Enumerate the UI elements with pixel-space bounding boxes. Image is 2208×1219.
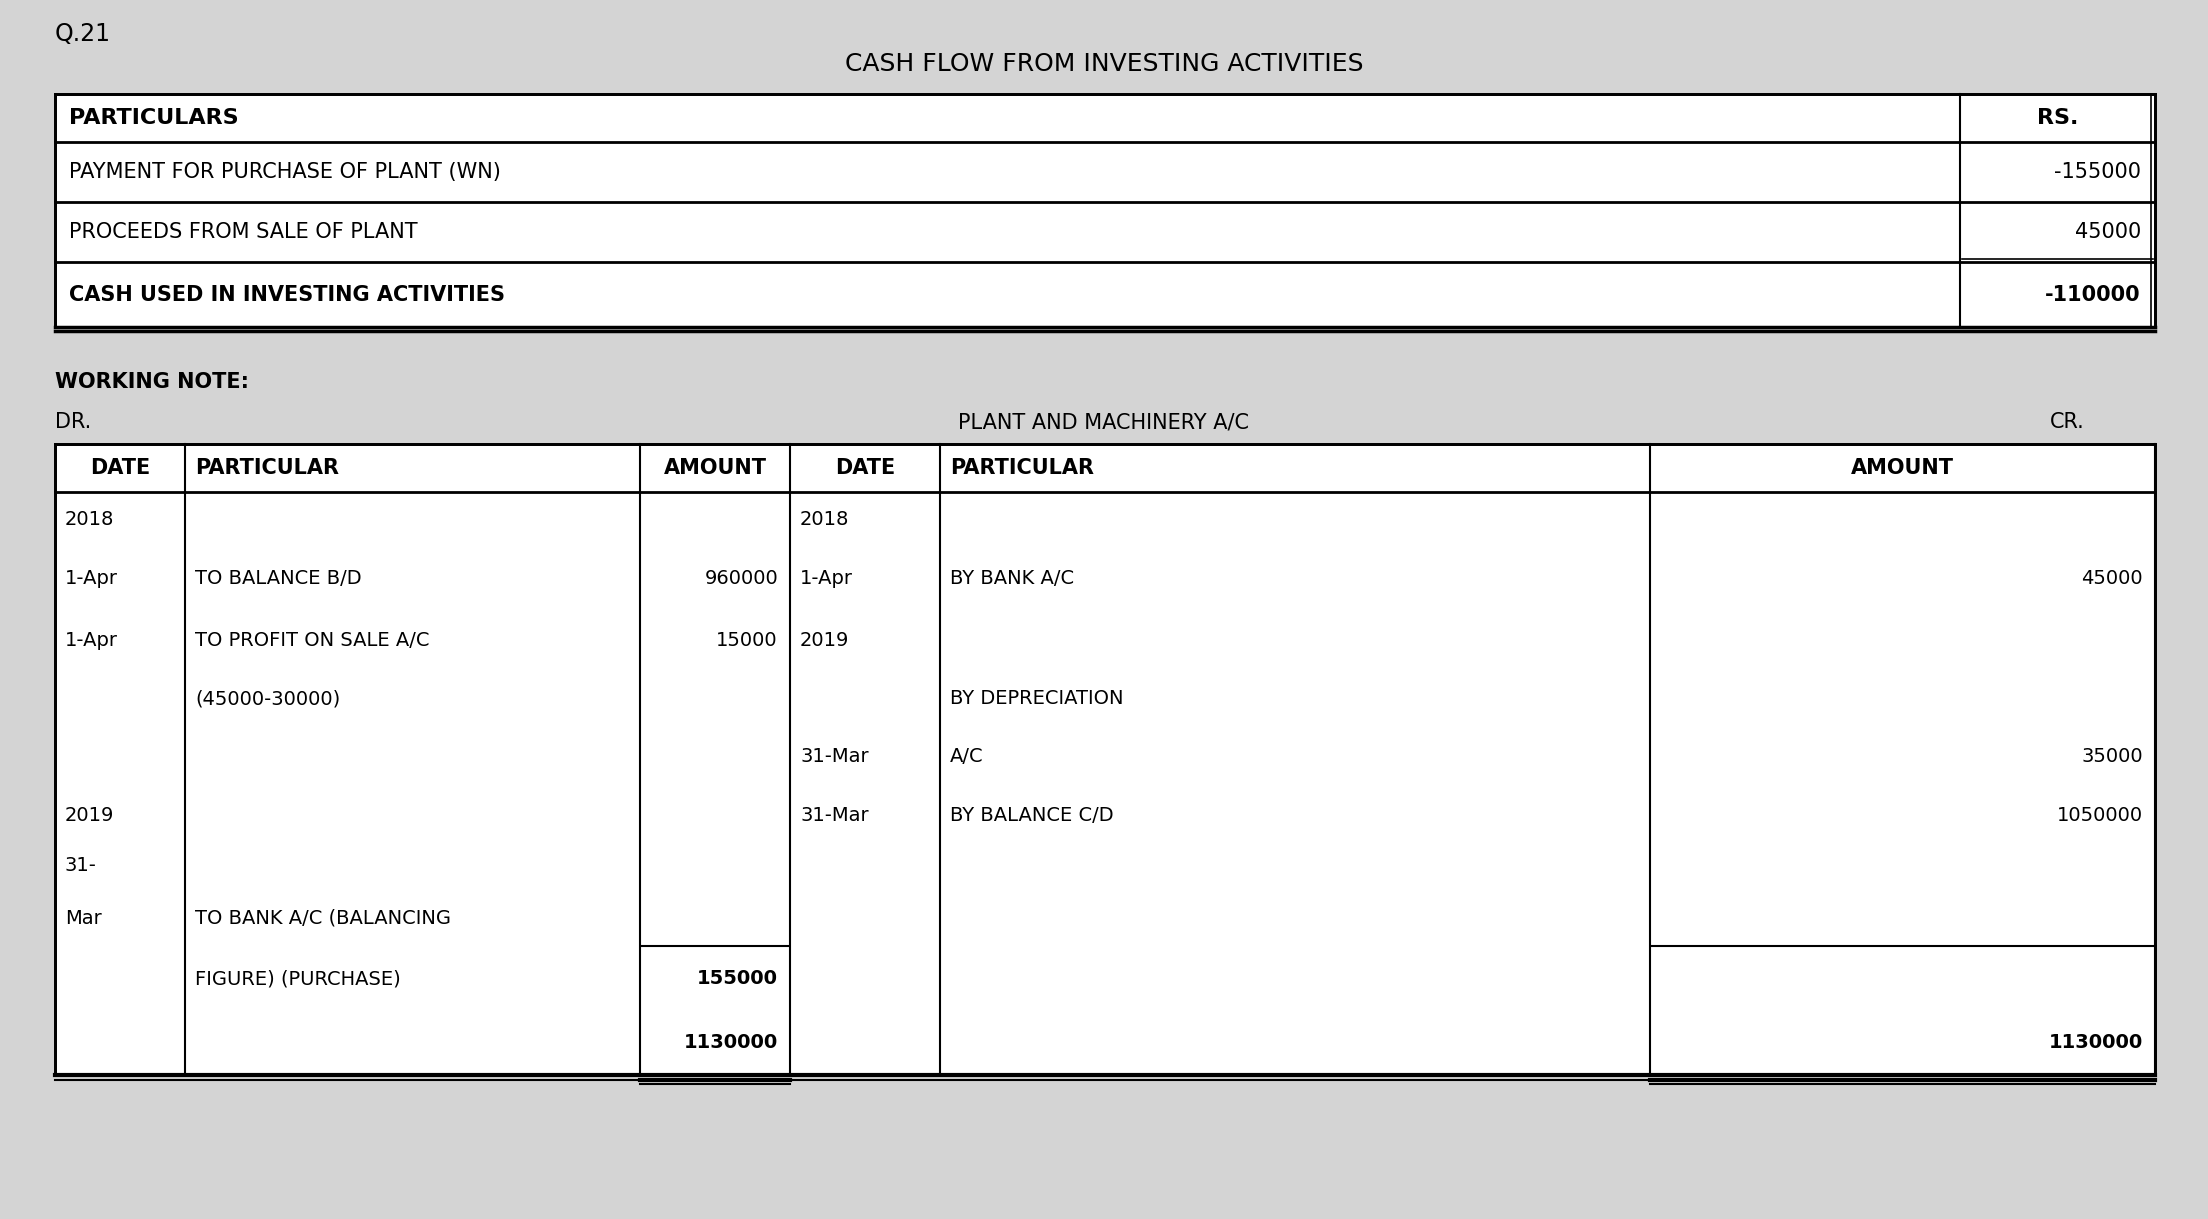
Text: 2018: 2018	[64, 510, 115, 529]
Text: -155000: -155000	[2053, 162, 2142, 182]
Text: RS.: RS.	[2036, 108, 2078, 128]
Text: Mar: Mar	[64, 908, 102, 928]
Text: CASH USED IN INVESTING ACTIVITIES: CASH USED IN INVESTING ACTIVITIES	[68, 284, 506, 305]
Text: CR.: CR.	[2049, 412, 2084, 432]
Text: 15000: 15000	[715, 630, 777, 650]
Text: -110000: -110000	[2045, 284, 2142, 305]
Text: PLANT AND MACHINERY A/C: PLANT AND MACHINERY A/C	[958, 412, 1250, 432]
Text: FIGURE) (PURCHASE): FIGURE) (PURCHASE)	[194, 969, 400, 989]
Text: BY DEPRECIATION: BY DEPRECIATION	[949, 689, 1124, 708]
Text: AMOUNT: AMOUNT	[662, 458, 766, 478]
Text: 35000: 35000	[2082, 747, 2144, 767]
Text: DATE: DATE	[91, 458, 150, 478]
Text: TO BALANCE B/D: TO BALANCE B/D	[194, 568, 362, 588]
Text: DATE: DATE	[835, 458, 894, 478]
Text: CASH FLOW FROM INVESTING ACTIVITIES: CASH FLOW FROM INVESTING ACTIVITIES	[846, 52, 1362, 76]
Text: 1-Apr: 1-Apr	[64, 568, 117, 588]
Text: Q.21: Q.21	[55, 22, 110, 46]
Text: DR.: DR.	[55, 412, 91, 432]
Text: 2018: 2018	[799, 510, 850, 529]
Text: PARTICULAR: PARTICULAR	[194, 458, 340, 478]
Text: 2019: 2019	[799, 630, 850, 650]
Text: 155000: 155000	[698, 969, 777, 989]
Text: AMOUNT: AMOUNT	[1850, 458, 1954, 478]
Text: PROCEEDS FROM SALE OF PLANT: PROCEEDS FROM SALE OF PLANT	[68, 222, 417, 243]
Text: 1130000: 1130000	[684, 1032, 777, 1052]
Text: (45000-30000): (45000-30000)	[194, 689, 340, 708]
Bar	[55, 444, 2155, 1075]
Text: PARTICULAR: PARTICULAR	[949, 458, 1093, 478]
Text: TO PROFIT ON SALE A/C: TO PROFIT ON SALE A/C	[194, 630, 431, 650]
Text: 960000: 960000	[704, 568, 777, 588]
Text: 45000: 45000	[2082, 568, 2144, 588]
Text: 2019: 2019	[64, 806, 115, 825]
Text: 1-Apr: 1-Apr	[64, 630, 117, 650]
Text: 1130000: 1130000	[2049, 1032, 2144, 1052]
Text: WORKING NOTE:: WORKING NOTE:	[55, 372, 250, 393]
Text: PAYMENT FOR PURCHASE OF PLANT (WN): PAYMENT FOR PURCHASE OF PLANT (WN)	[68, 162, 501, 182]
Text: TO BANK A/C (BALANCING: TO BANK A/C (BALANCING	[194, 908, 450, 928]
Text: 31-Mar: 31-Mar	[799, 806, 868, 825]
Text: BY BALANCE C/D: BY BALANCE C/D	[949, 806, 1113, 825]
Text: 1-Apr: 1-Apr	[799, 568, 852, 588]
Text: 31-: 31-	[64, 856, 97, 875]
Text: 31-Mar: 31-Mar	[799, 747, 868, 767]
Bar	[55, 94, 2155, 327]
Text: A/C: A/C	[949, 747, 983, 767]
Text: PARTICULARS: PARTICULARS	[68, 108, 238, 128]
Text: 1050000: 1050000	[2058, 806, 2144, 825]
Text: BY BANK A/C: BY BANK A/C	[949, 568, 1073, 588]
Text: 45000: 45000	[2076, 222, 2142, 243]
